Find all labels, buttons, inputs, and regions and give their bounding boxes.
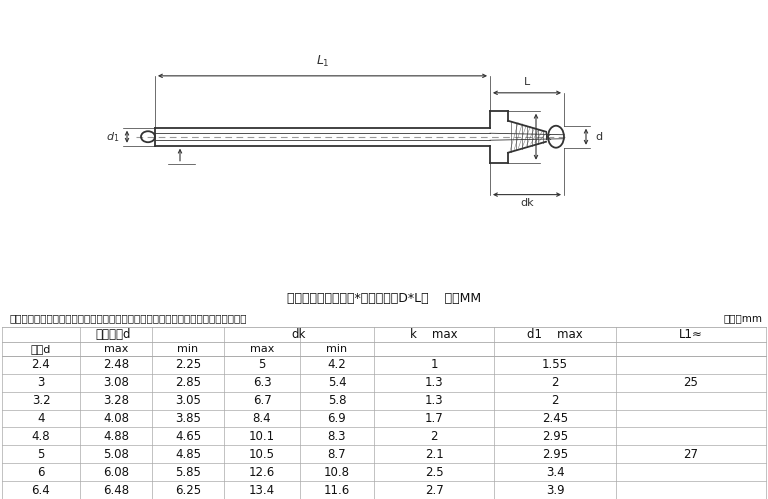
Text: L1≈: L1≈ <box>679 328 703 341</box>
Text: 6.3: 6.3 <box>253 376 271 389</box>
Text: 5.4: 5.4 <box>328 376 346 389</box>
Text: 5.8: 5.8 <box>328 394 346 407</box>
Text: 2.95: 2.95 <box>542 448 568 461</box>
Text: 1.3: 1.3 <box>425 394 443 407</box>
Text: 6.25: 6.25 <box>175 484 201 497</box>
Text: 公称直径d: 公称直径d <box>95 328 131 341</box>
Text: 8.3: 8.3 <box>328 430 346 443</box>
Text: 1.7: 1.7 <box>425 412 443 425</box>
Text: 2: 2 <box>551 376 559 389</box>
Text: 4.65: 4.65 <box>175 430 201 443</box>
Text: min: min <box>326 344 348 354</box>
Text: 规格组成：头部直径*头部长度（D*L）    单位MM: 规格组成：头部直径*头部长度（D*L） 单位MM <box>287 291 481 305</box>
Text: 10.1: 10.1 <box>249 430 275 443</box>
Text: $L_1$: $L_1$ <box>316 54 329 69</box>
Text: 4.2: 4.2 <box>328 358 346 371</box>
Text: $d_1$: $d_1$ <box>106 130 120 144</box>
Text: 11.6: 11.6 <box>324 484 350 497</box>
Text: 2.1: 2.1 <box>425 448 443 461</box>
Text: 2.95: 2.95 <box>542 430 568 443</box>
Text: 4: 4 <box>38 412 45 425</box>
Text: 3.28: 3.28 <box>103 394 129 407</box>
Text: 2: 2 <box>430 430 438 443</box>
Text: k    max: k max <box>410 328 458 341</box>
Text: 3.9: 3.9 <box>546 484 564 497</box>
Text: d1    max: d1 max <box>527 328 583 341</box>
Text: 1.3: 1.3 <box>425 376 443 389</box>
Text: L: L <box>524 77 530 87</box>
Text: min: min <box>177 344 199 354</box>
Text: 3.05: 3.05 <box>175 394 201 407</box>
Text: 6.08: 6.08 <box>103 466 129 479</box>
Text: 4.8: 4.8 <box>31 430 51 443</box>
Text: 12.6: 12.6 <box>249 466 275 479</box>
Text: 4.88: 4.88 <box>103 430 129 443</box>
Text: k: k <box>545 132 551 142</box>
Text: 5: 5 <box>38 448 45 461</box>
Text: 10.5: 10.5 <box>249 448 275 461</box>
Text: 13.4: 13.4 <box>249 484 275 497</box>
Text: 2.7: 2.7 <box>425 484 443 497</box>
Text: 5.85: 5.85 <box>175 466 201 479</box>
Text: 1: 1 <box>430 358 438 371</box>
Text: 2.45: 2.45 <box>542 412 568 425</box>
Text: 3.2: 3.2 <box>31 394 51 407</box>
Text: 6.7: 6.7 <box>253 394 271 407</box>
Text: 6.4: 6.4 <box>31 484 51 497</box>
Text: 2.4: 2.4 <box>31 358 51 371</box>
Text: 1.55: 1.55 <box>542 358 568 371</box>
Text: 6.48: 6.48 <box>103 484 129 497</box>
Text: 2: 2 <box>551 394 559 407</box>
Text: 25: 25 <box>684 376 698 389</box>
Text: 3: 3 <box>38 376 45 389</box>
Text: 2.48: 2.48 <box>103 358 129 371</box>
Text: max: max <box>104 344 128 354</box>
Text: d: d <box>595 132 602 142</box>
Text: 4.08: 4.08 <box>103 412 129 425</box>
Text: dk: dk <box>520 198 534 208</box>
Text: 8.4: 8.4 <box>253 412 271 425</box>
Text: 2.25: 2.25 <box>175 358 201 371</box>
Text: 5.08: 5.08 <box>103 448 129 461</box>
Text: 6.9: 6.9 <box>328 412 346 425</box>
Text: 27: 27 <box>684 448 699 461</box>
Text: 3.4: 3.4 <box>546 466 564 479</box>
Text: 单位：mm: 单位：mm <box>723 313 762 323</box>
Text: 2.85: 2.85 <box>175 376 201 389</box>
Text: 5: 5 <box>258 358 266 371</box>
Text: 4.85: 4.85 <box>175 448 201 461</box>
Text: 3.85: 3.85 <box>175 412 201 425</box>
Text: 10.8: 10.8 <box>324 466 350 479</box>
Text: max: max <box>250 344 274 354</box>
Text: 注：数值为单批次人工测量，存在一定误差，请以实物为准，介意者慎拍或联系客服！: 注：数值为单批次人工测量，存在一定误差，请以实物为准，介意者慎拍或联系客服！ <box>10 313 247 323</box>
Text: 2.5: 2.5 <box>425 466 443 479</box>
Text: 3.08: 3.08 <box>103 376 129 389</box>
Text: 公称d: 公称d <box>31 344 51 354</box>
Text: 8.7: 8.7 <box>328 448 346 461</box>
Text: 6: 6 <box>38 466 45 479</box>
Text: dk: dk <box>292 328 306 341</box>
